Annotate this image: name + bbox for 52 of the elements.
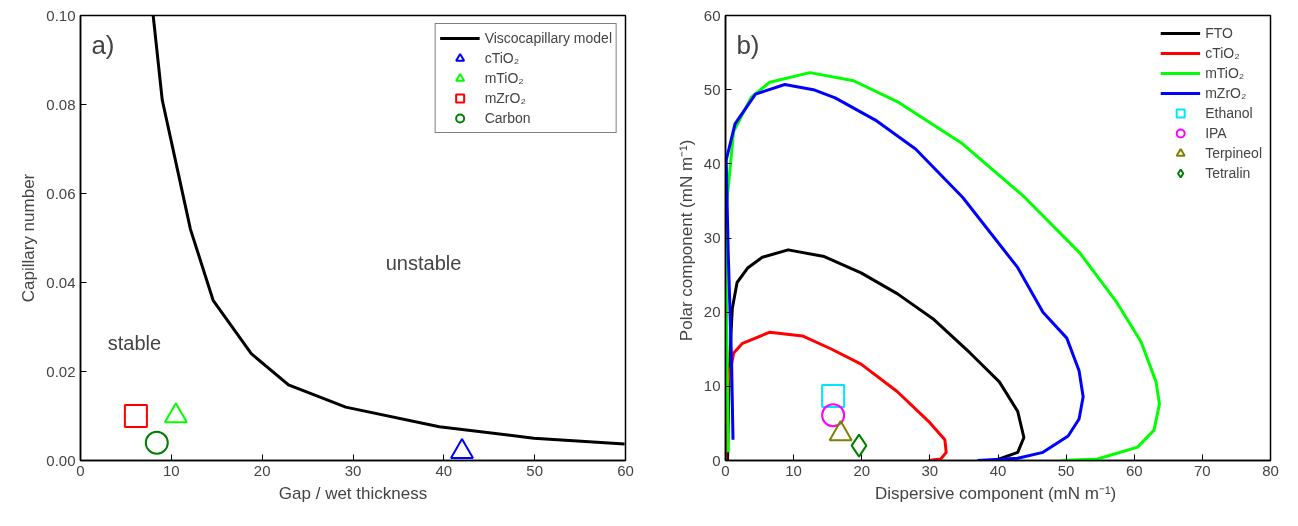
x-tick-label: 10: [162, 461, 180, 479]
legend-label: Viscocapillary model: [484, 30, 612, 46]
legend-label: mTiO₂: [484, 70, 524, 86]
x-tick-label: 60: [1125, 461, 1143, 479]
y-tick-label: 60: [703, 6, 721, 24]
x-axis-title: Dispersive component (mN m⁻¹): [875, 483, 1117, 503]
point: [850, 433, 868, 458]
legend-label: cTiO₂: [1205, 45, 1240, 61]
legend-label: Ethanol: [1205, 105, 1253, 121]
legend-label: mZrO₂: [1205, 85, 1247, 101]
legend-label: mTiO₂: [1205, 65, 1245, 81]
x-tick-label: 20: [853, 461, 871, 479]
legend-label: IPA: [1205, 125, 1227, 141]
y-tick-label: 10: [703, 377, 721, 395]
y-tick-label: 0.08: [46, 95, 76, 113]
legend-label: Carbon: [484, 110, 531, 126]
y-tick-label: 0.02: [46, 362, 76, 380]
legend-label: mZrO₂: [484, 90, 526, 106]
y-tick-label: 0.06: [46, 184, 76, 202]
x-tick-label: 30: [921, 461, 939, 479]
point: [821, 383, 846, 408]
x-tick-label: 50: [526, 461, 544, 479]
annotation: stable: [107, 331, 162, 354]
annotation: b): [736, 30, 760, 60]
legend-label: Tetralin: [1205, 165, 1251, 181]
x-tick-label: 80: [1262, 461, 1279, 479]
legend-label: FTO: [1205, 25, 1233, 41]
y-tick-label: 50: [703, 80, 721, 98]
point: [821, 403, 846, 428]
x-tick-label: 30: [344, 461, 362, 479]
annotation: unstable: [385, 251, 462, 274]
x-tick-label: 60: [617, 461, 634, 479]
x-tick-label: 40: [989, 461, 1007, 479]
y-tick-label: 30: [703, 229, 721, 246]
y-tick-label: 20: [703, 303, 721, 321]
line-series: [725, 71, 1161, 461]
x-tick-label: 50: [1057, 461, 1075, 479]
x-tick-label: 10: [785, 461, 802, 479]
annotation: a): [91, 30, 115, 60]
y-tick-label: 0.10: [46, 6, 76, 24]
x-tick-label: 40: [435, 461, 453, 479]
x-tick-label: 20: [253, 461, 271, 479]
y-tick-label: 0.00: [46, 451, 76, 469]
y-axis-title: Capillary number: [19, 173, 39, 303]
x-tick-label: 70: [1194, 461, 1211, 479]
y-tick-label: 40: [703, 154, 721, 172]
y-axis-title: Polar component (mN m⁻¹): [676, 139, 696, 342]
line-series: [725, 82, 1085, 461]
y-tick-label: 0.04: [46, 273, 76, 291]
x-axis-title: Gap / wet thickness: [278, 483, 428, 503]
legend-label: Terpineol: [1205, 145, 1262, 161]
legend-label: cTiO₂: [484, 50, 520, 66]
